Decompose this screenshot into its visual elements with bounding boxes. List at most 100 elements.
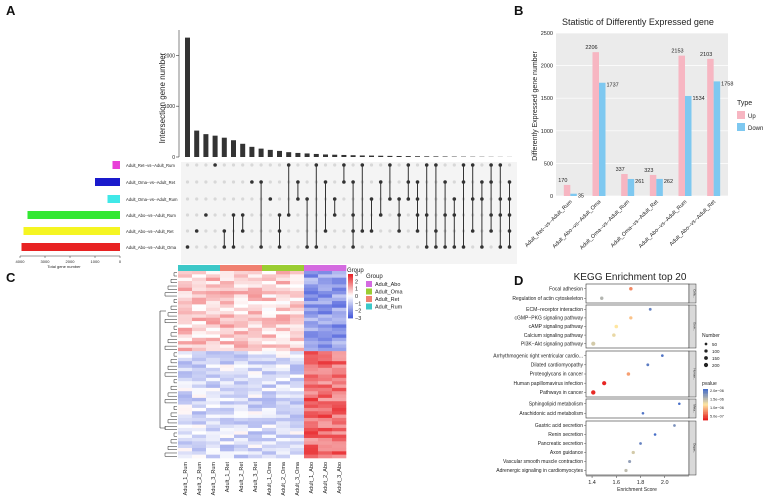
heatmap-cell: [304, 334, 319, 339]
heatmap-cell: [290, 421, 305, 425]
heatmap-cell: [318, 334, 333, 339]
heatmap-cell: [276, 444, 291, 449]
intersection-bar: [350, 155, 356, 157]
size-legend-dot: [704, 342, 708, 346]
color-scale-tick: 3: [355, 272, 358, 278]
group-annotation-cell: [248, 265, 263, 271]
dendrogram-branch: [164, 319, 177, 324]
heatmap-cell: [192, 337, 207, 342]
heatmap-cell: [248, 414, 263, 419]
kegg-point: [629, 316, 633, 320]
heatmap-cell: [220, 447, 235, 452]
heatmap-cell: [248, 301, 263, 305]
heatmap-cell: [276, 354, 291, 359]
matrix-dot-filled: [507, 229, 512, 233]
matrix-dot-filled: [185, 245, 190, 249]
heatmap-cell: [276, 414, 291, 419]
heatmap-cell: [332, 371, 347, 375]
heatmap-cell: [318, 431, 333, 435]
heatmap-cell: [304, 344, 319, 349]
color-scale-tick: 0: [355, 294, 358, 300]
heatmap-cell: [332, 274, 347, 278]
color-scale-step: [348, 309, 353, 312]
heatmap-cell: [248, 291, 263, 295]
color-scale-tick: 1: [355, 287, 358, 293]
kegg-facet-strip-label: Meta..: [693, 404, 697, 413]
heatmap-cell: [332, 401, 347, 405]
heatmap-cell: [290, 364, 305, 369]
heatmap-cell: [290, 324, 305, 329]
heatmap-cell: [248, 277, 263, 282]
matrix-dot-filled: [277, 229, 282, 233]
heatmap-cell: [332, 394, 347, 399]
heatmap-cell: [262, 417, 277, 422]
heatmap-cell: [178, 417, 193, 422]
heatmap-cell: [192, 331, 207, 335]
matrix-dot-filled: [378, 180, 383, 184]
matrix-dot-filled: [489, 180, 493, 184]
heatmap-cell: [304, 377, 319, 382]
heatmap-cell: [304, 301, 319, 305]
heatmap-cell: [192, 334, 207, 339]
heatmap-cell: [234, 297, 249, 302]
heatmap-cell: [178, 451, 193, 455]
heatmap-cell: [262, 354, 277, 359]
heatmap-cell: [262, 434, 277, 439]
heatmap-cell: [304, 271, 319, 275]
matrix-dot-empty: [250, 245, 254, 249]
matrix-dot-empty: [185, 180, 190, 184]
bar-y-tick-label: 1000: [541, 129, 553, 135]
heatmap-cell: [206, 427, 221, 432]
heatmap-cell: [332, 301, 347, 305]
color-scale-step: [348, 313, 353, 316]
matrix-dot-filled: [351, 229, 355, 233]
matrix-dot-empty: [231, 197, 236, 201]
matrix-dot-filled: [406, 197, 411, 201]
heatmap-cell: [332, 357, 347, 362]
heatmap-cell: [276, 437, 291, 442]
matrix-dot-filled: [342, 163, 346, 167]
matrix-dot-empty: [360, 245, 364, 249]
heatmap-cell: [206, 434, 221, 439]
panel-c-heatmap: Adult_1_Rum Adult_2_Rum Adult_3_Rum Adult_1…: [159, 265, 403, 496]
heatmap-cell: [318, 437, 333, 442]
heatmap-column-label: Adult_2_Rum: [197, 462, 203, 496]
heatmap-cell: [206, 291, 221, 295]
heatmap-cell: [248, 431, 263, 435]
matrix-dot-empty: [305, 180, 309, 184]
pvalue-scale-step: [703, 411, 708, 413]
heatmap-cell: [332, 407, 347, 412]
heatmap-cell: [276, 324, 291, 329]
matrix-dot-filled: [507, 213, 512, 217]
color-scale-step: [348, 291, 353, 294]
heatmap-cell: [248, 417, 263, 422]
matrix-dot-empty: [213, 213, 217, 217]
heatmap-cell: [276, 454, 291, 459]
heatmap-cell: [318, 287, 333, 292]
heatmap-cell: [290, 444, 305, 449]
color-scale-step: [348, 297, 353, 300]
pvalue-scale-step: [703, 399, 708, 401]
heatmap-cell: [276, 394, 291, 399]
matrix-dot-empty: [342, 245, 346, 249]
heatmap-cell: [262, 431, 277, 435]
heatmap-cell: [276, 357, 291, 362]
matrix-dot-empty: [241, 197, 245, 201]
heatmap-cell: [192, 451, 207, 455]
heatmap-cell: [178, 397, 193, 402]
heatmap-cell: [234, 294, 249, 299]
pvalue-scale-step: [703, 418, 708, 421]
heatmap-cell: [318, 321, 333, 325]
heatmap-cell: [234, 421, 249, 425]
bar-data-label: 1737: [607, 83, 619, 89]
heatmap-cell: [206, 374, 221, 379]
bar-data-label: 337: [616, 167, 625, 173]
upset-set-axis: 4000 3000 2000 1000 0: [16, 255, 122, 264]
size-legend-dot: [703, 362, 709, 368]
heatmap-cell: [290, 387, 305, 392]
heatmap-cell: [206, 271, 221, 275]
matrix-dot-empty: [195, 245, 199, 249]
group-legend-label: Adult_Abo: [375, 282, 400, 288]
heatmap-cell: [220, 397, 235, 402]
heatmap-cell: [192, 367, 207, 372]
